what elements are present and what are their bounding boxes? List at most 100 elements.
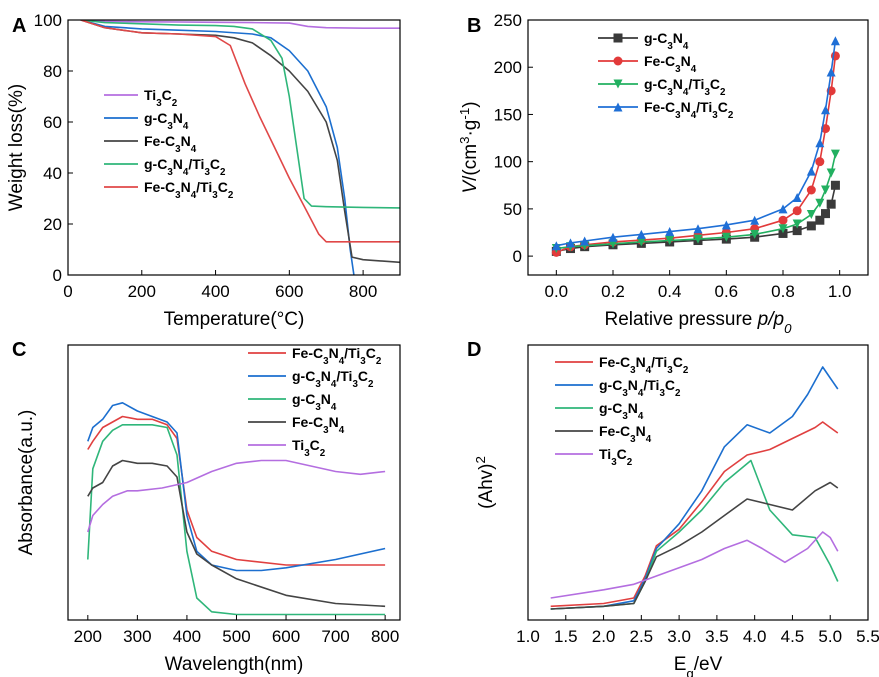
y-tick-label: 80 xyxy=(43,62,62,81)
series-line xyxy=(550,459,839,610)
data-point xyxy=(551,241,561,251)
data-point xyxy=(636,237,646,247)
y-tick-label: 0 xyxy=(53,266,62,285)
legend-label: Fe-C3N4/Ti3C2 xyxy=(292,345,382,367)
panel-letter: C xyxy=(12,339,26,361)
plot-frame xyxy=(67,344,401,621)
data-point xyxy=(566,238,575,248)
legend-label: g-C3N4 xyxy=(599,400,644,422)
series-fe-c3n4 xyxy=(87,459,386,608)
legend-label: g-C3N4 xyxy=(292,391,337,413)
x-tick-label: 800 xyxy=(371,627,399,646)
legend-label: Fe-C3N4 xyxy=(644,53,697,75)
series-ti3c2 xyxy=(80,20,400,30)
series-fe-c3n4 xyxy=(550,481,839,610)
series-fe-c3n4-ti3c2 xyxy=(87,415,386,566)
legend-label: Fe-C3N4/Ti3C2 xyxy=(644,99,734,121)
y-axis-title: Weight loss(%) xyxy=(6,84,27,211)
x-tick-label: 1.5 xyxy=(554,627,578,646)
y-tick-label: 100 xyxy=(494,153,522,172)
legend-label: Fe-C3N4/Ti3C2 xyxy=(599,354,689,376)
data-point xyxy=(665,236,675,246)
x-tick-label: 3.5 xyxy=(705,627,729,646)
data-point xyxy=(806,185,816,195)
series-g-c3n4 xyxy=(550,459,839,610)
x-axis-title: Eg/eV xyxy=(674,654,723,677)
panel-d: D 1.0 1.5 2.0 2.5 3.0 3.5 4.0 4.5 5.0 5.5 Eg/eV (Ahv… xyxy=(467,339,879,677)
x-tick-label: 700 xyxy=(321,627,349,646)
data-point xyxy=(693,234,703,244)
legend-marker xyxy=(613,33,623,43)
x-tick-label: 2.5 xyxy=(630,627,654,646)
series-line xyxy=(556,40,837,247)
data-point xyxy=(721,232,731,242)
data-point xyxy=(826,67,836,77)
data-point xyxy=(778,204,788,214)
x-tick-label: 200 xyxy=(128,282,156,301)
panel-letter: D xyxy=(467,339,481,361)
series-g-c3n4-ti3c2 xyxy=(550,366,839,610)
series-line xyxy=(87,401,386,572)
x-axis-title: Wavelength(nm) xyxy=(165,654,304,675)
data-point xyxy=(778,215,788,225)
panel-c: C 200 300 400 500 600 700 800 Wavelength(nm) Abso… xyxy=(12,339,401,675)
series-g-c3n4 xyxy=(87,423,386,616)
x-tick-label: 800 xyxy=(349,282,377,301)
x-tick-label: 0 xyxy=(63,282,72,301)
x-tick-label: 400 xyxy=(173,627,201,646)
legend: Fe-C3N4/Ti3C2g-C3N4/Ti3C2g-C3N4Fe-C3N4Ti… xyxy=(248,345,382,459)
series-fe-c3n4-ti3c2 xyxy=(80,20,400,243)
x-tick-label: 0.8 xyxy=(771,282,795,301)
series-fe-c3n4-ti3c2 xyxy=(551,36,840,251)
data-point xyxy=(792,193,802,203)
legend-label: g-C3N4/Ti3C2 xyxy=(599,377,681,399)
x-tick-label: 1.0 xyxy=(828,282,852,301)
series-g-c3n4-ti3c2 xyxy=(87,401,386,572)
legend-label: Fe-C3N4 xyxy=(292,414,345,436)
series-line xyxy=(550,366,839,610)
series-line xyxy=(550,481,839,610)
data-point xyxy=(580,236,590,246)
x-tick-label: 400 xyxy=(201,282,229,301)
data-point xyxy=(821,209,830,219)
legend-marker xyxy=(613,79,623,89)
y-tick-label: 0 xyxy=(513,247,522,266)
data-point xyxy=(815,215,825,225)
data-point xyxy=(693,224,703,234)
legend-label: g-C3N4 xyxy=(144,110,189,132)
data-point xyxy=(815,157,825,167)
y-tick-label: 250 xyxy=(494,11,522,30)
data-point xyxy=(826,168,836,178)
data-point xyxy=(830,180,840,190)
data-point xyxy=(806,166,816,176)
x-tick-label: 200 xyxy=(74,627,102,646)
data-point xyxy=(806,210,816,220)
x-tick-label: 500 xyxy=(222,627,250,646)
y-tick-label: 50 xyxy=(503,200,522,219)
data-point xyxy=(830,36,840,46)
data-point xyxy=(778,224,788,234)
legend-label: g-C3N4 xyxy=(644,30,689,52)
data-point xyxy=(830,149,840,159)
panel-letter: A xyxy=(12,15,26,37)
y-tick-label: 20 xyxy=(43,215,62,234)
plot-frame xyxy=(527,19,869,276)
x-axis-title: Relative pressure p/p0 xyxy=(605,309,793,336)
data-point xyxy=(636,229,646,239)
x-tick-label: 4.5 xyxy=(781,627,805,646)
panel-a: A 0 200 400 600 800 0 20 40 60 80 100 Temperature(°C… xyxy=(6,11,401,330)
data-point xyxy=(815,198,825,208)
data-point xyxy=(806,221,816,231)
legend-marker xyxy=(613,56,623,66)
data-point xyxy=(792,219,802,229)
x-tick-label: 600 xyxy=(275,282,303,301)
x-axis-title: Temperature(°C) xyxy=(164,309,305,330)
series-line xyxy=(87,415,386,566)
series-ti3c2 xyxy=(550,531,839,599)
legend-label: Fe-C3N4 xyxy=(144,133,197,155)
panel-b: B 0.0 0.2 0.4 0.6 0.8 1.0 0 50 100 150 200 250 Relati… xyxy=(457,11,869,336)
plot-frame xyxy=(67,19,401,276)
x-tick-label: 0.2 xyxy=(601,282,625,301)
data-point xyxy=(750,215,760,225)
